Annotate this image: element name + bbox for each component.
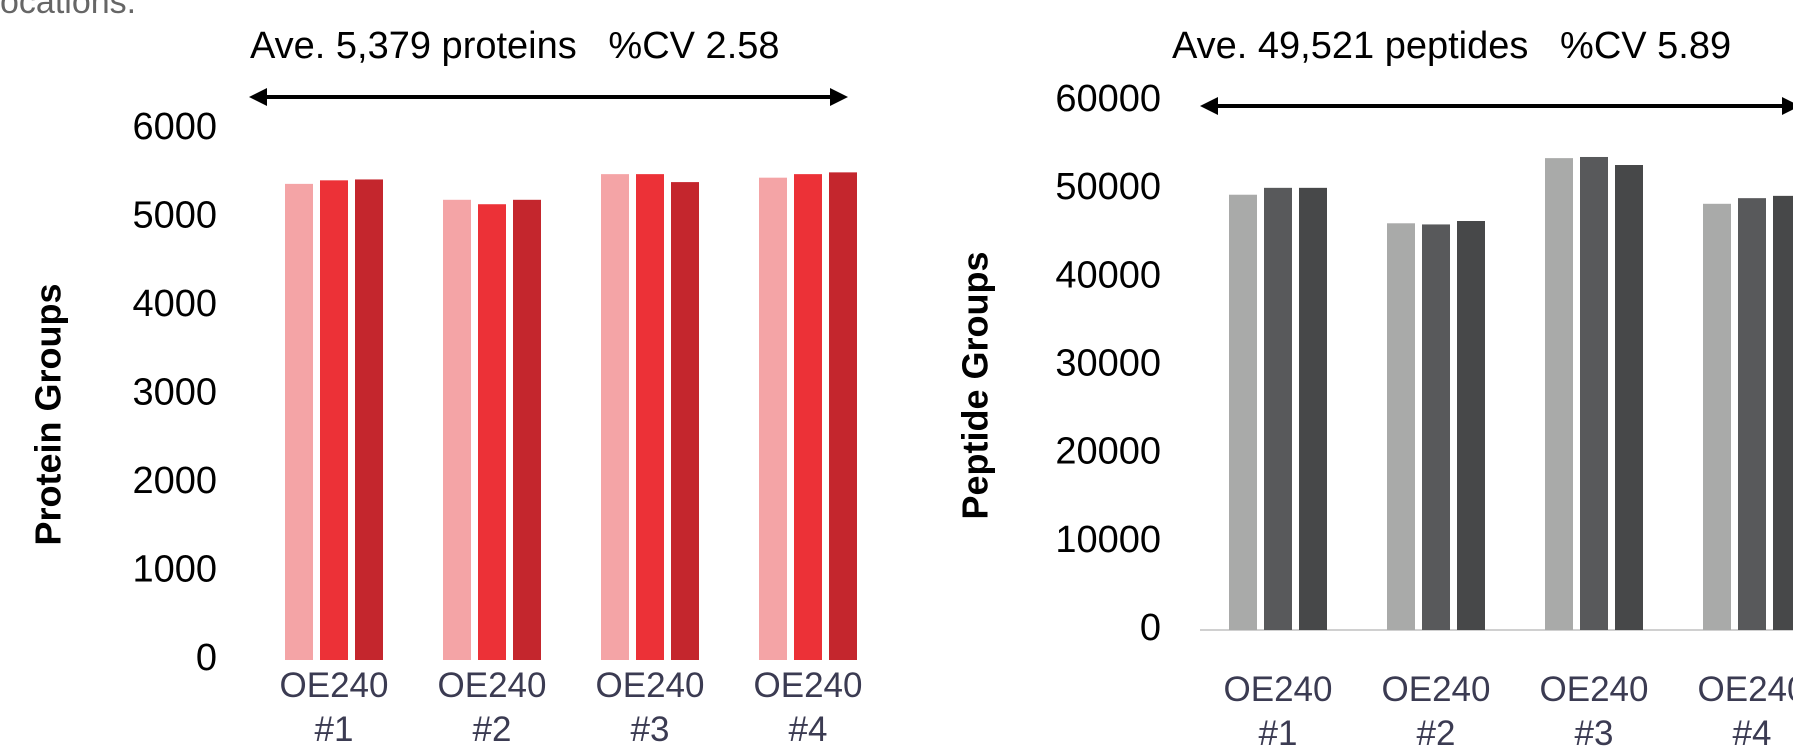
bar (443, 199, 471, 661)
caption-fragment: ocations. (0, 0, 136, 21)
y-tick-label: 40000 (1055, 254, 1161, 296)
bar (759, 177, 787, 661)
x-tick-label: OE240 #3 (595, 666, 705, 749)
y-tick-label: 20000 (1055, 431, 1161, 473)
bar (671, 182, 699, 660)
y-tick-label: 10000 (1055, 519, 1161, 561)
bar (1580, 156, 1608, 630)
y-axis-label: Protein Groups (28, 283, 69, 545)
y-tick-label: 50000 (1055, 166, 1161, 208)
arrow-head (249, 88, 267, 106)
bar (1457, 220, 1485, 631)
bar (1387, 223, 1415, 630)
y-tick-label: 0 (196, 637, 217, 679)
x-tick-label: OE240 #3 (1539, 670, 1649, 753)
bar (285, 183, 313, 660)
y-tick-label: 3000 (132, 372, 217, 414)
arrow-head (830, 88, 848, 106)
x-tick-label: OE240 #1 (1223, 670, 1333, 753)
bar (1545, 158, 1573, 630)
bar (636, 174, 664, 660)
y-tick-label: 30000 (1055, 343, 1161, 385)
x-tick-label: OE240 #1 (279, 666, 389, 749)
y-tick-label: 4000 (132, 283, 217, 325)
bar (794, 174, 822, 660)
bar (829, 172, 857, 661)
chart-title: Ave. 49,521 peptides %CV 5.89 (1172, 25, 1731, 67)
bar (1703, 203, 1731, 630)
bar (1229, 194, 1257, 630)
bar (355, 179, 383, 660)
x-tick-label: OE240 #2 (437, 666, 547, 749)
bar (1422, 224, 1450, 630)
chart-title: Ave. 5,379 proteins %CV 2.58 (250, 25, 780, 67)
y-tick-label: 1000 (132, 549, 217, 591)
bar (478, 204, 506, 660)
bar (1299, 187, 1327, 630)
bar (1264, 187, 1292, 630)
bar (1615, 165, 1643, 630)
bar (1773, 195, 1793, 630)
y-axis-label: Peptide Groups (955, 251, 996, 519)
y-tick-label: 5000 (132, 195, 217, 237)
bar (1738, 198, 1766, 630)
arrow-head (1200, 97, 1218, 115)
y-tick-label: 2000 (132, 460, 217, 502)
bar (601, 174, 629, 660)
bar (513, 199, 541, 661)
y-tick-label: 0 (1140, 607, 1161, 649)
arrow-head (1782, 97, 1793, 115)
bar (320, 180, 348, 660)
x-tick-label: OE240 #4 (753, 666, 863, 749)
x-tick-label: OE240 #2 (1381, 670, 1491, 753)
y-tick-label: 60000 (1055, 78, 1161, 120)
y-tick-label: 6000 (132, 106, 217, 148)
x-tick-label: OE240 #4 (1697, 670, 1793, 753)
